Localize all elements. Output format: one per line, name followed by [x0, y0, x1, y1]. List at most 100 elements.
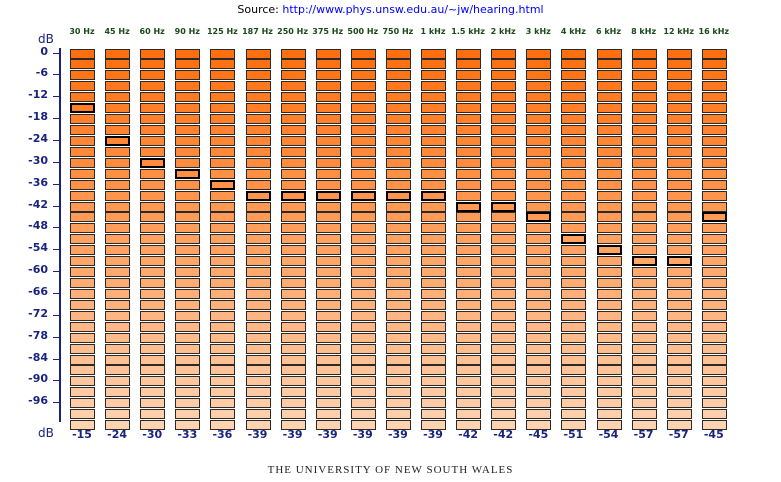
level-cell[interactable] — [105, 398, 131, 409]
level-cell[interactable] — [280, 212, 306, 223]
level-cell[interactable] — [421, 278, 446, 289]
level-cell[interactable] — [350, 103, 376, 114]
level-cell[interactable] — [596, 92, 622, 103]
level-cell[interactable] — [666, 92, 692, 103]
level-cell[interactable] — [421, 321, 446, 332]
level-cell[interactable] — [385, 223, 411, 234]
level-cell[interactable] — [561, 354, 587, 365]
level-cell[interactable] — [666, 168, 692, 179]
level-cell[interactable] — [315, 114, 341, 125]
level-cell[interactable] — [385, 256, 411, 267]
threshold-cell-selected[interactable] — [596, 245, 622, 256]
level-cell[interactable] — [526, 92, 552, 103]
level-cell[interactable] — [70, 81, 95, 92]
level-cell[interactable] — [385, 81, 411, 92]
threshold-cell-selected[interactable] — [701, 212, 727, 223]
level-cell[interactable] — [385, 398, 411, 409]
level-cell[interactable] — [70, 409, 95, 420]
level-cell[interactable] — [140, 201, 166, 212]
level-cell[interactable] — [421, 201, 446, 212]
level-cell[interactable] — [385, 288, 411, 299]
level-cell[interactable] — [105, 256, 131, 267]
level-cell[interactable] — [105, 420, 131, 431]
level-cell[interactable] — [105, 288, 131, 299]
level-cell[interactable] — [315, 135, 341, 146]
level-cell[interactable] — [175, 70, 201, 81]
level-cell[interactable] — [456, 299, 482, 310]
level-cell[interactable] — [456, 135, 482, 146]
level-cell[interactable] — [385, 70, 411, 81]
level-cell[interactable] — [245, 278, 271, 289]
level-cell[interactable] — [350, 420, 376, 431]
level-cell[interactable] — [245, 398, 271, 409]
level-cell[interactable] — [280, 387, 306, 398]
level-cell[interactable] — [70, 70, 95, 81]
level-cell[interactable] — [105, 332, 131, 343]
level-cell[interactable] — [596, 201, 622, 212]
level-cell[interactable] — [315, 103, 341, 114]
level-cell[interactable] — [421, 256, 446, 267]
level-cell[interactable] — [280, 376, 306, 387]
level-cell[interactable] — [245, 212, 271, 223]
level-cell[interactable] — [561, 168, 587, 179]
level-cell[interactable] — [666, 212, 692, 223]
level-cell[interactable] — [210, 267, 236, 278]
level-cell[interactable] — [350, 168, 376, 179]
level-cell[interactable] — [385, 278, 411, 289]
level-cell[interactable] — [385, 212, 411, 223]
level-cell[interactable] — [701, 48, 727, 59]
level-cell[interactable] — [350, 135, 376, 146]
level-cell[interactable] — [526, 125, 552, 135]
level-cell[interactable] — [491, 343, 517, 354]
level-cell[interactable] — [210, 48, 236, 59]
level-cell[interactable] — [350, 365, 376, 376]
level-cell[interactable] — [526, 190, 552, 201]
level-cell[interactable] — [491, 190, 517, 201]
level-cell[interactable] — [70, 179, 95, 190]
level-cell[interactable] — [315, 267, 341, 278]
level-cell[interactable] — [456, 343, 482, 354]
level-cell[interactable] — [280, 135, 306, 146]
level-cell[interactable] — [421, 103, 446, 114]
threshold-cell-selected[interactable] — [385, 190, 411, 201]
level-cell[interactable] — [456, 409, 482, 420]
level-cell[interactable] — [701, 299, 727, 310]
level-cell[interactable] — [350, 212, 376, 223]
level-cell[interactable] — [596, 168, 622, 179]
level-cell[interactable] — [631, 299, 657, 310]
level-cell[interactable] — [350, 92, 376, 103]
level-cell[interactable] — [631, 420, 657, 431]
level-cell[interactable] — [70, 168, 95, 179]
level-cell[interactable] — [350, 299, 376, 310]
level-cell[interactable] — [140, 59, 166, 70]
level-cell[interactable] — [315, 48, 341, 59]
level-cell[interactable] — [245, 103, 271, 114]
level-cell[interactable] — [350, 332, 376, 343]
level-cell[interactable] — [210, 201, 236, 212]
level-cell[interactable] — [280, 299, 306, 310]
level-cell[interactable] — [315, 365, 341, 376]
level-cell[interactable] — [421, 332, 446, 343]
level-cell[interactable] — [350, 321, 376, 332]
level-cell[interactable] — [245, 387, 271, 398]
level-cell[interactable] — [666, 81, 692, 92]
level-cell[interactable] — [491, 256, 517, 267]
level-cell[interactable] — [596, 103, 622, 114]
level-cell[interactable] — [350, 387, 376, 398]
level-cell[interactable] — [526, 81, 552, 92]
level-cell[interactable] — [596, 190, 622, 201]
level-cell[interactable] — [561, 59, 587, 70]
level-cell[interactable] — [666, 420, 692, 431]
level-cell[interactable] — [561, 245, 587, 256]
level-cell[interactable] — [210, 168, 236, 179]
level-cell[interactable] — [350, 310, 376, 321]
level-cell[interactable] — [421, 343, 446, 354]
level-cell[interactable] — [210, 103, 236, 114]
level-cell[interactable] — [245, 256, 271, 267]
level-cell[interactable] — [315, 92, 341, 103]
level-cell[interactable] — [175, 354, 201, 365]
level-cell[interactable] — [350, 376, 376, 387]
level-cell[interactable] — [701, 245, 727, 256]
level-cell[interactable] — [561, 288, 587, 299]
level-cell[interactable] — [456, 81, 482, 92]
